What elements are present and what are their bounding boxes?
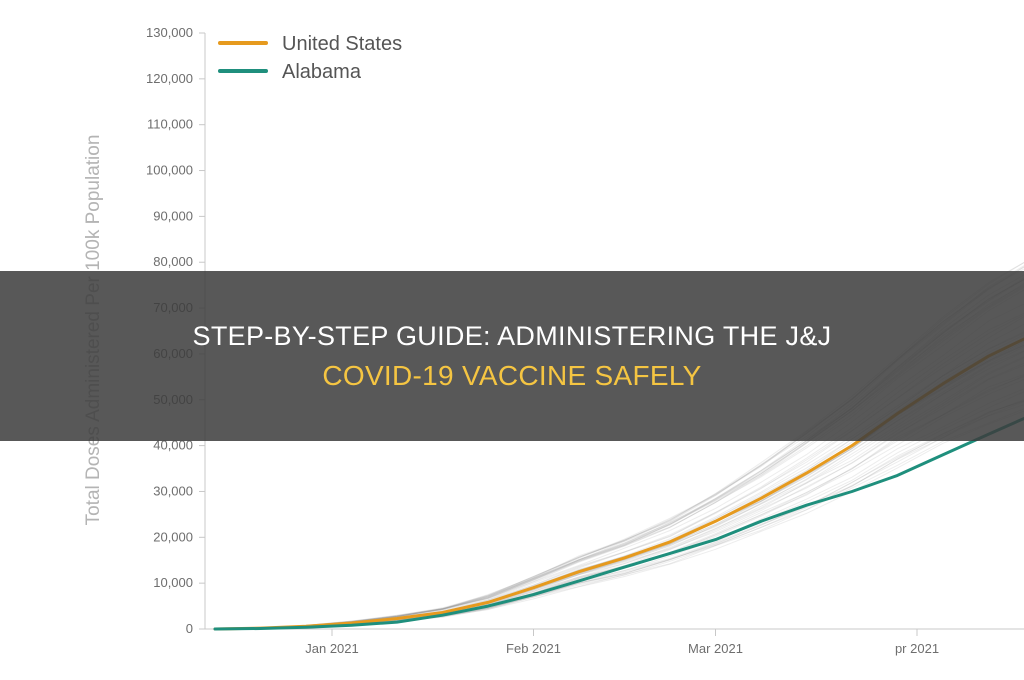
banner-title-line-2: COVID-19 VACCINE SAFELY <box>322 360 702 391</box>
legend-label: Alabama <box>282 61 362 83</box>
y-tick-label: 110,000 <box>147 117 193 132</box>
y-tick-label: 40,000 <box>153 438 193 453</box>
x-axis: Jan 2021 Feb 2021 Mar 2021 pr 2021 <box>205 628 1024 656</box>
y-tick-label: 130,000 <box>146 25 193 40</box>
x-tick-label: Feb 2021 <box>506 641 561 656</box>
legend: United States Alabama <box>218 33 402 83</box>
y-tick-label: 30,000 <box>153 483 193 498</box>
y-tick-label: 80,000 <box>153 254 193 269</box>
x-tick-label: pr 2021 <box>895 641 939 656</box>
x-tick-label: Jan 2021 <box>305 641 359 656</box>
y-tick-label: 90,000 <box>153 208 193 223</box>
series-line-alabama <box>213 416 1024 631</box>
legend-label: United States <box>282 33 402 55</box>
y-tick-label: 0 <box>186 621 193 636</box>
y-tick-label: 10,000 <box>153 575 193 590</box>
x-tick-label: Mar 2021 <box>688 641 743 656</box>
title-banner: STEP-BY-STEP GUIDE: ADMINISTERING THE J&… <box>0 271 1024 441</box>
y-tick-label: 120,000 <box>146 71 193 86</box>
y-tick-label: 100,000 <box>146 163 193 178</box>
y-tick-label: 20,000 <box>153 529 193 544</box>
banner-title-line-1: STEP-BY-STEP GUIDE: ADMINISTERING THE J&… <box>192 321 832 351</box>
